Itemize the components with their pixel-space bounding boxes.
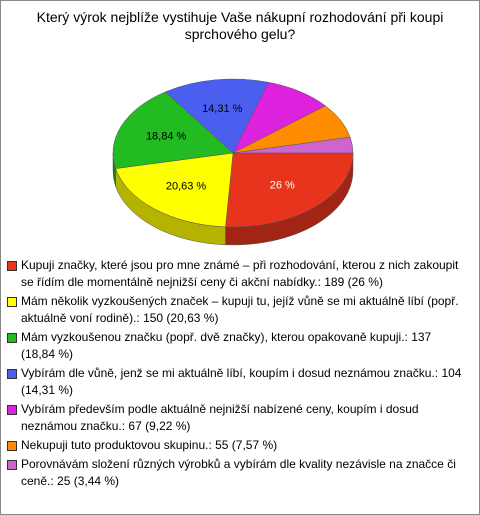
legend-label: Mám vyzkoušenou značku (popř. dvě značky… [21,330,432,361]
legend-item: Mám vyzkoušenou značku (popř. dvě značky… [7,329,467,363]
slice [115,152,234,228]
legend-label: Nekupuji tuto produktovou skupinu.: 55 (… [21,438,278,452]
legend-label: Vybírám především podle aktuálně nejnižš… [21,402,419,433]
legend-swatch [7,261,17,271]
legend-item: Nekupuji tuto produktovou skupinu.: 55 (… [7,437,467,454]
chart-title: Který výrok nejblíže vystihuje Vaše náku… [36,9,444,42]
legend-swatch [7,333,17,343]
slice [232,136,354,154]
legend-label: Vybírám dle vůně, jenž se mi aktuálně lí… [21,366,462,397]
legend-swatch [7,405,17,415]
pie: 26 % 20,63 % 18,84 % 14,31 % [112,78,354,246]
legend-label: Kupuji značky, které jsou pro mne známé … [21,258,459,289]
legend-label: Mám několik vyzkoušených značek – kupuji… [21,294,459,325]
legend: Kupuji značky, které jsou pro mne známé … [7,257,467,492]
slice [225,152,354,228]
legend-swatch [7,369,17,379]
slice-label: 14,31 % [202,103,243,115]
legend-label: Porovnávám složení různých výrobků a vyb… [21,457,456,488]
slice-label: 26 % [270,179,295,191]
slice-label: 20,63 % [166,181,207,193]
legend-swatch [7,441,17,451]
legend-swatch [7,297,17,307]
legend-item: Vybírám dle vůně, jenž se mi aktuálně lí… [7,365,467,399]
legend-item: Kupuji značky, které jsou pro mne známé … [7,257,467,291]
slice [164,78,269,154]
slice-label: 18,84 % [146,130,187,142]
slice [112,91,234,169]
legend-item: Porovnávám složení různých výrobků a vyb… [7,456,467,490]
legend-swatch [7,460,17,470]
legend-item: Mám několik vyzkoušených značek – kupuji… [7,293,467,327]
legend-item: Vybírám především podle aktuálně nejnižš… [7,401,467,435]
